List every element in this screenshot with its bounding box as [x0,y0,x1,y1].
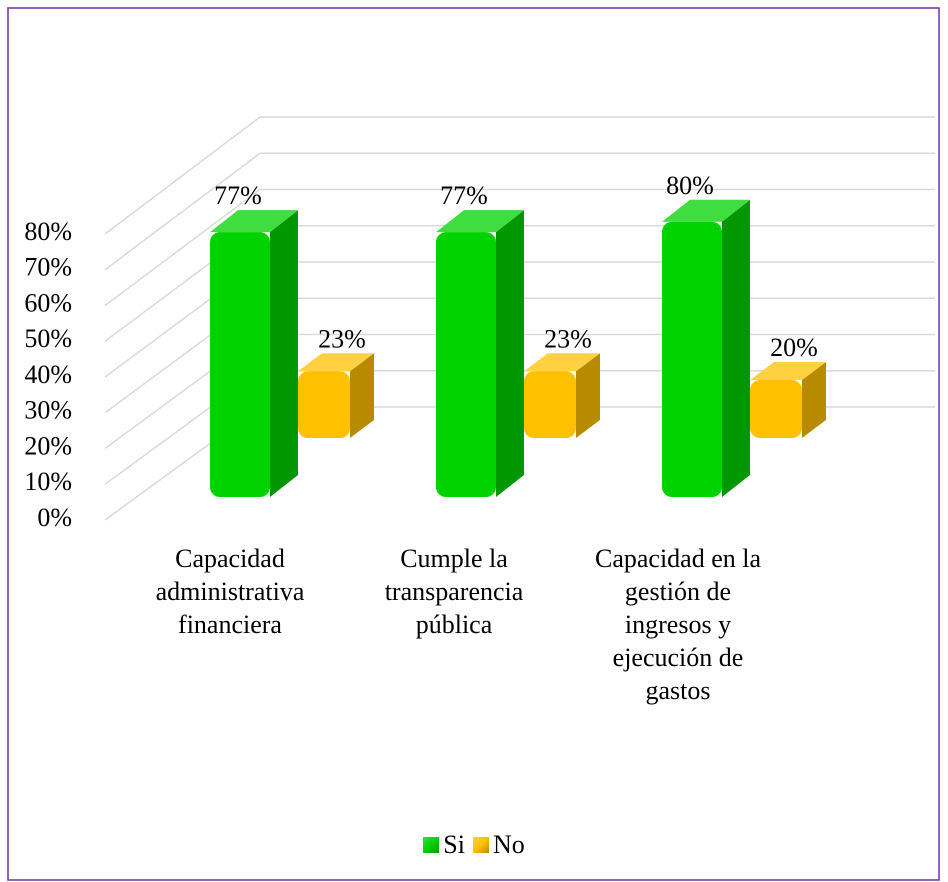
value-label: 20% [770,333,818,362]
bar [750,380,802,438]
legend-swatch [423,837,440,853]
bar-top [662,199,750,222]
grid-line-side [104,116,261,235]
value-label: 80% [666,171,714,200]
bar-top [436,210,524,233]
bar-top [750,362,826,380]
x-tick-label: Cumple la transparencia pública [384,544,524,639]
y-tick-label: 60% [24,288,72,317]
bar-side [270,210,298,497]
value-label: 77% [440,181,488,210]
y-tick-label: 80% [24,217,72,246]
bar-side [576,353,600,438]
bar [524,371,576,438]
bar [436,232,496,497]
grid-line-side [104,152,261,271]
bar-side [350,353,374,438]
value-label: 77% [214,181,262,210]
bar-top [524,353,600,372]
legend-label: Si [443,830,465,859]
x-tick-label: Capacidad en la gestión de ingresos y ej… [594,544,762,705]
y-tick-label: 50% [24,324,72,353]
bar [662,221,722,498]
chart-border [7,7,940,881]
y-tick-label: 40% [24,360,72,389]
value-label: 23% [318,324,366,353]
bar [210,232,270,497]
legend-item: No [472,830,525,860]
y-tick-label: 30% [24,396,72,425]
y-tick-label: 20% [24,431,72,460]
bar-top [210,210,298,233]
bar-top [298,353,374,372]
bar-side [722,199,750,498]
bar [298,371,350,438]
legend-swatch [472,837,489,853]
legend-label: No [492,830,525,859]
grid-line-side [104,188,261,307]
bar-side [802,362,826,438]
y-tick-label: 10% [24,467,72,496]
bar-side [496,210,524,497]
x-tick-label: Capacidad administrativa financiera [155,544,305,639]
value-label: 23% [544,324,592,353]
legend-item: Si [423,830,465,860]
y-tick-label: 0% [37,503,72,532]
y-tick-label: 70% [24,253,72,282]
legend: Si No [0,830,948,860]
